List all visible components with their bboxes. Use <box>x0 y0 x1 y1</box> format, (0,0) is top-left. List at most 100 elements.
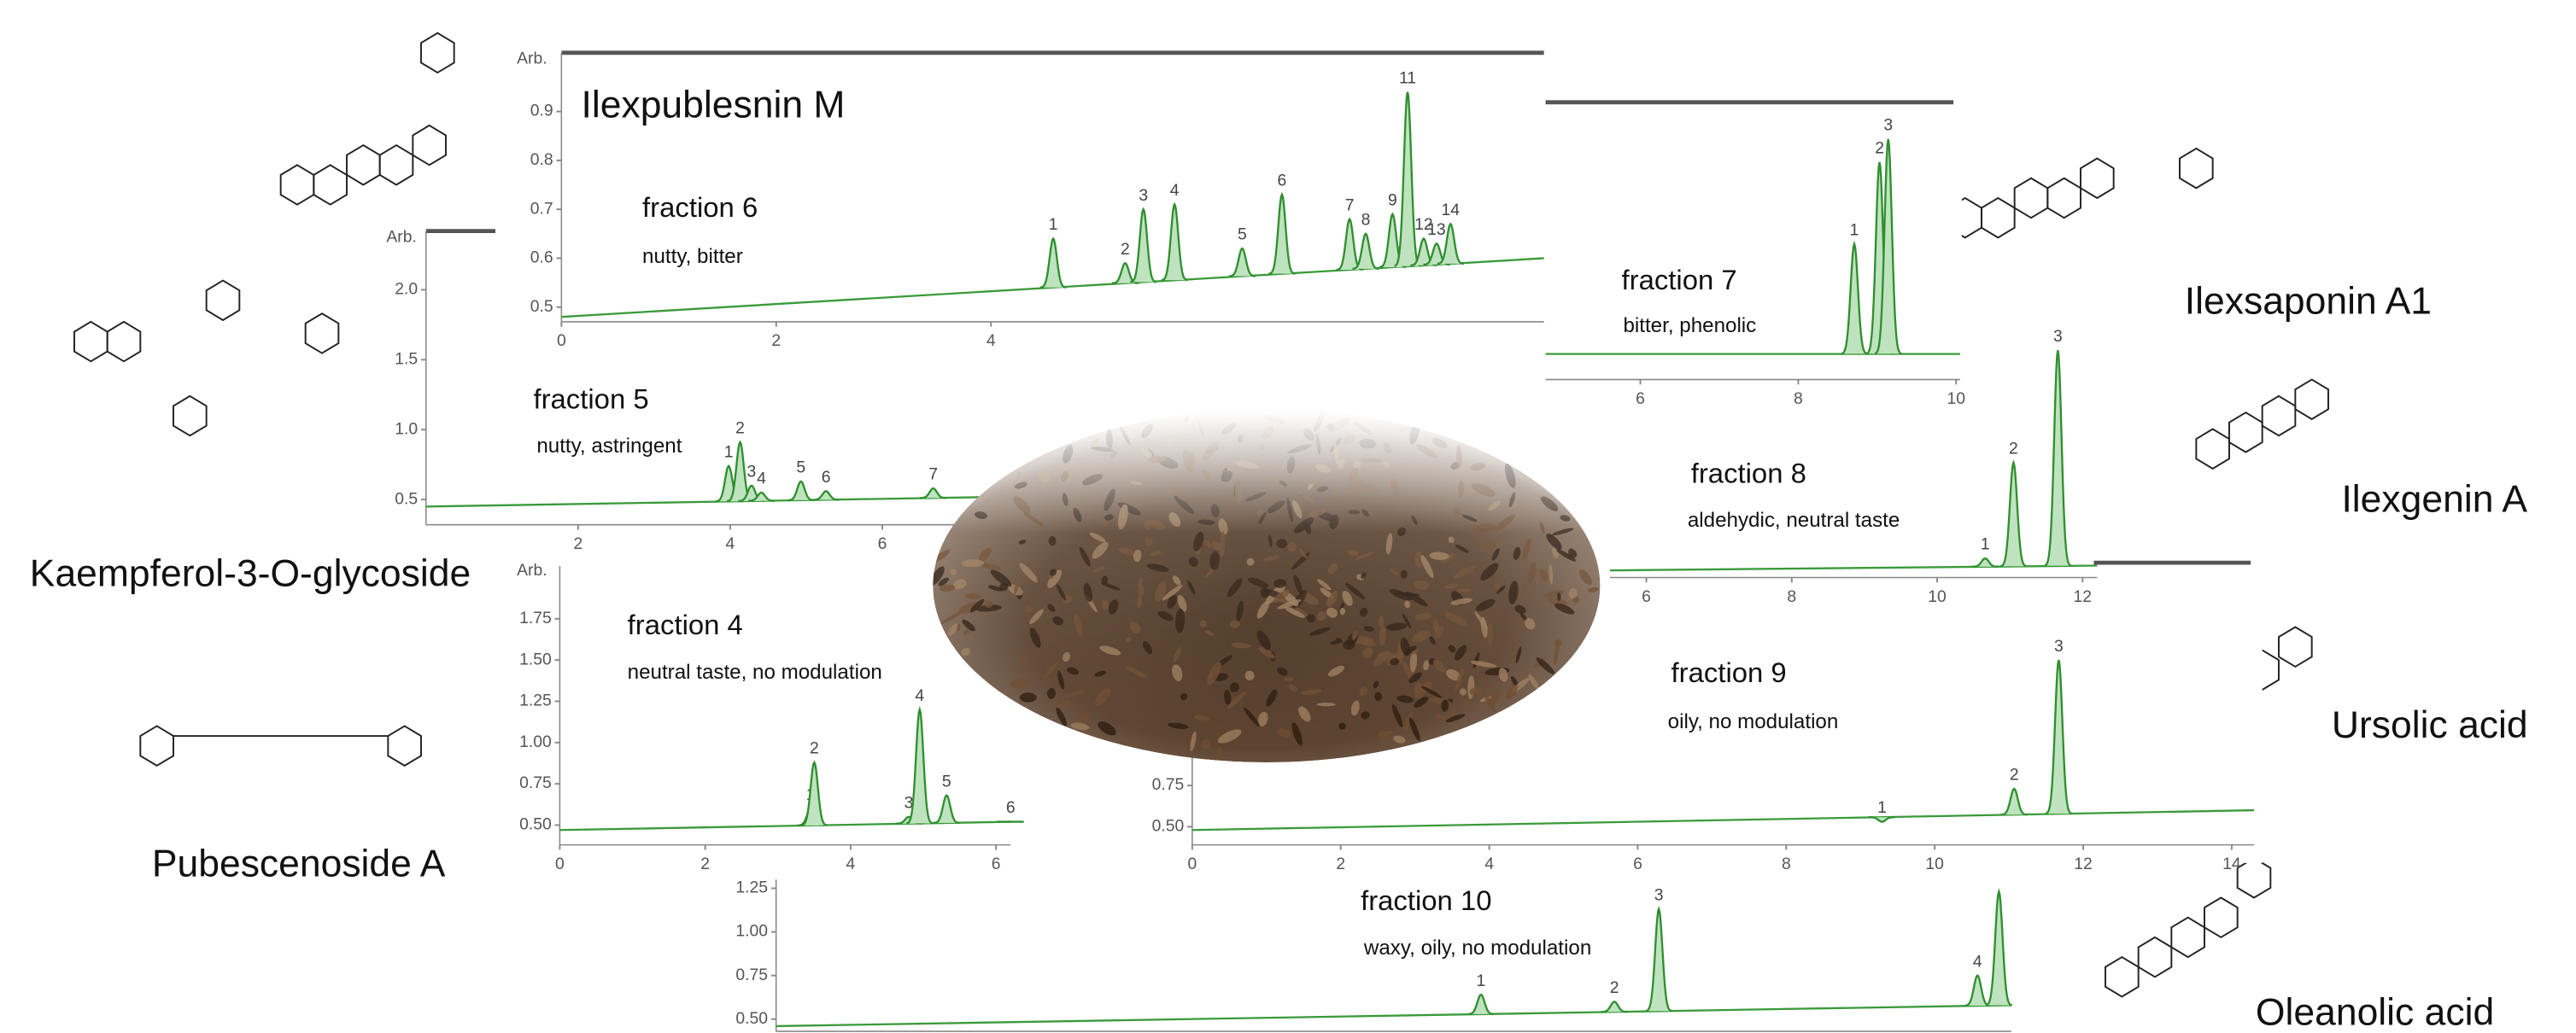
peak-label: 3 <box>746 463 756 481</box>
x-tick-label: 6 <box>878 535 887 553</box>
peak-label: 4 <box>1170 182 1180 200</box>
peak-label: 5 <box>796 459 805 477</box>
fraction-description: oily, no modulation <box>1668 710 1839 733</box>
structure-ilexgenin <box>2196 380 2328 469</box>
x-tick-label: 6 <box>1633 855 1642 873</box>
fraction-name: fraction 10 <box>1361 884 1491 916</box>
figure: 2460.51.01.52.01234567fraction 5nutty, a… <box>0 0 2576 1033</box>
peak-label: 3 <box>1883 117 1893 135</box>
x-tick-label: 8 <box>1794 390 1803 408</box>
peak-label: 4 <box>915 687 924 705</box>
fraction-name: fraction 8 <box>1691 457 1806 488</box>
fraction-description: nutty, astringent <box>536 435 682 458</box>
x-tick-label: 0 <box>555 855 565 873</box>
x-tick-label: 4 <box>1484 855 1494 873</box>
fraction-description: neutral taste, no modulation <box>628 661 882 684</box>
y-tick-label: 0.5 <box>530 298 553 316</box>
peak-label: 1 <box>1049 216 1058 234</box>
photo-fog <box>933 409 1600 762</box>
peak-label: 2 <box>1121 241 1130 259</box>
panel-title: Ilexpublesnin M <box>582 84 846 125</box>
y-tick-label: 0.5 <box>395 490 418 508</box>
compound-name: Oleanolic acid <box>2256 991 2494 1033</box>
fraction-description: aldehydic, neutral taste <box>1688 509 1900 532</box>
x-tick-label: 14 <box>2222 855 2241 873</box>
x-tick-label: 2 <box>771 332 781 350</box>
x-tick-label: 2 <box>1336 855 1345 873</box>
y-tick-label: 1.25 <box>735 879 768 897</box>
peak-label: 2 <box>1875 140 1884 158</box>
peak-label: 1 <box>1850 221 1859 239</box>
peak-label: 1 <box>1981 536 1990 554</box>
compound-name: Ilexsaponin A1 <box>2185 280 2432 322</box>
chromatogram-panel: 0.500.751.001.251234fraction 10waxy, oil… <box>677 874 2023 1033</box>
peak-label: 11 <box>1399 69 1416 87</box>
y-tick-label: 2.0 <box>395 281 418 299</box>
peak-label: 13 <box>1427 221 1446 239</box>
y-tick-label: 1.75 <box>519 610 552 627</box>
peak-label: 3 <box>1139 187 1148 205</box>
y-tick-label: 0.8 <box>530 151 553 169</box>
y-tick-label: 1.0 <box>395 420 418 438</box>
peak-label: 3 <box>2054 638 2064 656</box>
y-tick-label: 0.50 <box>519 816 552 834</box>
peak-label: 4 <box>1973 953 1982 971</box>
fraction-name: fraction 9 <box>1671 657 1787 688</box>
tea-photo <box>928 409 1601 762</box>
structure-ilexpublesnin <box>281 33 454 205</box>
peak-label: 1 <box>1877 799 1887 817</box>
structure-ilexsaponin <box>1948 149 2212 237</box>
fraction-name: fraction 4 <box>628 609 743 640</box>
fraction-description: waxy, oily, no modulation <box>1363 937 1591 960</box>
y-tick-label: 0.75 <box>519 774 552 792</box>
peak-label: 2 <box>2009 441 2018 458</box>
structure-pubescenoside <box>140 726 421 765</box>
structure-oleanolic <box>2105 858 2270 996</box>
peak-label: 2 <box>810 740 819 758</box>
compound-name: Ilexgenin A <box>2341 478 2527 520</box>
y-axis-label: Arb. <box>517 50 547 68</box>
compound-name: Pubescenoside A <box>152 843 446 885</box>
x-tick-label: 0 <box>557 332 566 350</box>
fraction-name: fraction 7 <box>1622 264 1737 295</box>
x-tick-label: 6 <box>1642 588 1651 606</box>
x-tick-label: 10 <box>1928 588 1947 606</box>
peak-label: 6 <box>1006 799 1016 817</box>
fraction-name: fraction 6 <box>642 191 758 223</box>
structure-kaempferol <box>74 281 338 436</box>
x-tick-label: 4 <box>986 332 996 350</box>
peak-label: 6 <box>822 469 831 487</box>
peak-label: 5 <box>1238 226 1247 244</box>
y-tick-label: 0.9 <box>530 102 553 120</box>
x-tick-label: 6 <box>992 855 1001 873</box>
peak-label: 2 <box>1610 979 1619 997</box>
fraction-name: fraction 5 <box>533 382 648 414</box>
peak-label: 1 <box>724 444 734 462</box>
x-tick-label: 8 <box>1787 588 1796 606</box>
y-tick-label: 1.00 <box>735 923 768 941</box>
x-tick-label: 0 <box>1187 855 1197 873</box>
x-tick-label: 4 <box>846 855 856 873</box>
compound-name: Kaempferol-3-O-glycoside <box>30 552 471 594</box>
x-tick-label: 8 <box>1782 855 1791 873</box>
peak-label: 4 <box>757 470 766 488</box>
peak-label: 14 <box>1442 201 1461 219</box>
x-tick-label: 2 <box>700 855 710 873</box>
page: {"compounds":["Kaempferol-3-O-glycoside"… <box>0 0 2576 1033</box>
peak-label: 3 <box>1654 887 1664 905</box>
x-tick-label: 2 <box>573 535 583 553</box>
fraction-description: nutty, bitter <box>642 245 743 268</box>
y-axis-label: Arb. <box>517 562 547 580</box>
y-tick-label: 0.75 <box>735 966 768 984</box>
peak-label: 3 <box>2053 328 2063 346</box>
y-tick-label: 1.5 <box>395 350 418 368</box>
chromatogram-panel: 0240.50.60.70.80.912345678911121314Ilexp… <box>495 50 1546 350</box>
x-tick-label: 12 <box>2074 588 2093 606</box>
compound-name: Ursolic acid <box>2332 704 2528 746</box>
y-tick-label: 0.7 <box>530 200 553 218</box>
peak-label: 7 <box>1345 196 1355 214</box>
y-tick-label: 0.6 <box>530 249 553 267</box>
peak-label: 2 <box>2010 767 2019 785</box>
y-tick-label: 0.75 <box>1152 776 1185 794</box>
